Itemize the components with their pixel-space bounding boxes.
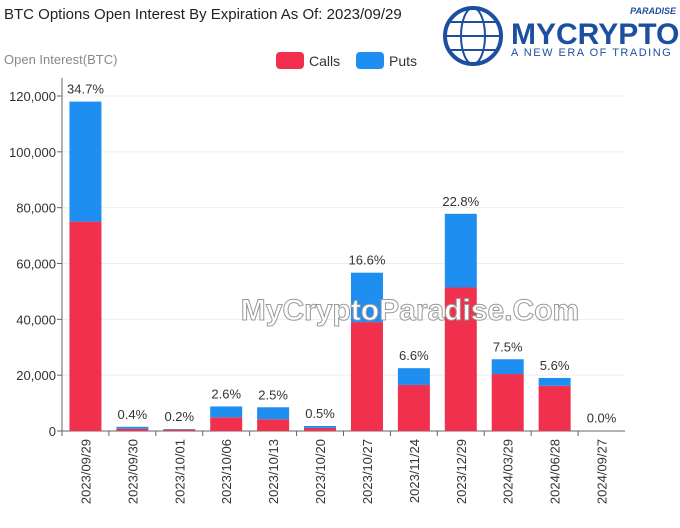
share-label: 5.6% xyxy=(540,358,570,373)
bar-segment xyxy=(69,222,101,431)
bar-segment xyxy=(304,426,336,428)
legend-swatch xyxy=(276,52,304,69)
plot-area: 0 20,000 40,000 60,000 80,000 100,000 120,000 2… xyxy=(9,52,625,504)
y-tick-label: 60,000 xyxy=(16,257,56,272)
bar-segment xyxy=(116,429,148,431)
bar-segment xyxy=(351,322,383,431)
share-label: 2.5% xyxy=(258,387,288,402)
bar-segment xyxy=(257,419,289,431)
share-label: 34.7% xyxy=(67,82,104,97)
chart-title: BTC Options Open Interest By Expiration … xyxy=(4,6,402,23)
x-tick-label: 2023/10/06 xyxy=(219,439,234,504)
bar-segment xyxy=(398,385,430,431)
x-tick-label: 2023/09/30 xyxy=(125,439,140,504)
x-tick-label: 2023/12/29 xyxy=(454,439,469,504)
bar-segment xyxy=(398,368,430,385)
legend-label: Puts xyxy=(389,53,417,69)
x-tick-label: 2023/10/20 xyxy=(313,439,328,504)
share-label: 7.5% xyxy=(493,339,523,354)
legend-swatch xyxy=(356,52,384,69)
bar-segment xyxy=(445,214,477,288)
x-tick-label: 2023/09/29 xyxy=(78,439,93,504)
share-label: 22.8% xyxy=(442,194,479,209)
x-tick-label: 2023/10/13 xyxy=(266,439,281,504)
y-tick-label: 0 xyxy=(49,424,56,439)
bar-segment xyxy=(210,406,242,417)
share-label: 2.6% xyxy=(211,386,241,401)
y-tick-label: 100,000 xyxy=(9,145,56,160)
bar-segment xyxy=(492,359,524,374)
y-tick-label: 80,000 xyxy=(16,201,56,216)
share-label: 0.5% xyxy=(305,406,335,421)
x-tick-label: 2023/11/24 xyxy=(407,439,422,503)
bar-segment xyxy=(304,428,336,431)
bar-segment xyxy=(69,102,101,222)
x-tick-label: 2023/10/27 xyxy=(360,439,375,504)
y-axis-label: Open Interest(BTC) xyxy=(4,52,117,67)
y-tick-label: 40,000 xyxy=(16,312,56,327)
bar-segment xyxy=(210,417,242,431)
bar-segment xyxy=(257,407,289,419)
x-tick-label: 2024/09/27 xyxy=(595,439,610,504)
y-tick-label: 20,000 xyxy=(16,368,56,383)
y-tick-label: 120,000 xyxy=(9,89,56,104)
bar-segment xyxy=(116,427,148,429)
bar-segment xyxy=(163,429,195,430)
x-tick-label: 2024/03/29 xyxy=(501,439,516,504)
logo-tagline: A NEW ERA OF TRADING xyxy=(511,47,672,59)
legend-label: Calls xyxy=(309,53,340,69)
logo: MYCRYPTO PARADISE A NEW ERA OF TRADING xyxy=(445,6,679,64)
bar-segment xyxy=(539,378,571,386)
x-tick-label: 2023/10/01 xyxy=(172,439,187,504)
share-label: 16.6% xyxy=(349,253,386,268)
x-tick-label: 2024/06/28 xyxy=(548,439,563,504)
logo-badge: PARADISE xyxy=(630,6,677,16)
share-label: 6.6% xyxy=(399,348,429,363)
bar-segment xyxy=(163,430,195,431)
share-label: 0.2% xyxy=(164,409,194,424)
share-label: 0.0% xyxy=(587,411,617,426)
share-label: 0.4% xyxy=(118,407,148,422)
bar-segment xyxy=(539,386,571,431)
watermark: MyCryptoParadise.Com xyxy=(241,294,579,327)
bar-segment xyxy=(492,374,524,431)
